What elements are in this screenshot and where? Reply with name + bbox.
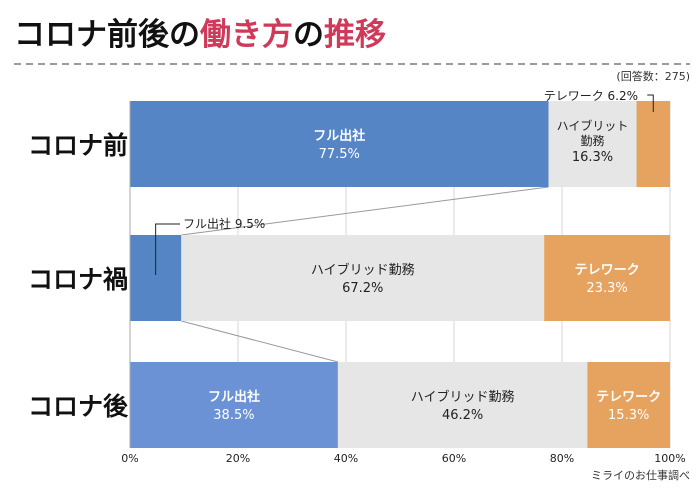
series-label: 勤務	[581, 134, 605, 148]
x-tick-label: 0%	[121, 452, 138, 465]
callout-leader	[155, 223, 180, 275]
title-part-3: の	[293, 17, 324, 53]
series-label: テレワーク	[596, 390, 661, 405]
connector-line	[181, 186, 549, 236]
data-label: 38.5%	[213, 408, 254, 423]
response-count-note: (回答数：275)	[616, 69, 690, 83]
data-label: 67.2%	[342, 281, 383, 296]
x-tick-label: 20%	[226, 452, 250, 465]
connectors	[181, 186, 549, 363]
callouts: テレワーク 6.2% フル出社 9.5%	[155, 89, 654, 275]
title-part-4: 推移	[324, 17, 386, 53]
callout-leader	[647, 94, 654, 112]
data-label: 23.3%	[586, 281, 627, 296]
bar-segment-hybrid	[548, 101, 637, 187]
category-label: コロナ後	[28, 392, 129, 421]
category-label: コロナ前	[28, 131, 128, 160]
connector-line	[181, 320, 339, 363]
bar-segment-telework	[587, 362, 670, 448]
data-label: 16.3%	[572, 150, 613, 165]
data-label: 46.2%	[442, 408, 483, 423]
series-label: ハイブリッド勤務	[311, 262, 415, 278]
data-label: 77.5%	[319, 147, 360, 162]
chart-title: コロナ前後の働き方の推移	[14, 17, 386, 53]
x-axis: 0% 20% 40% 60% 80% 100%	[121, 101, 686, 465]
bar-segment-fulltime	[130, 362, 338, 448]
series-label: ハイブリット	[557, 118, 629, 133]
data-label: 15.3%	[608, 408, 649, 423]
bar-segment-fulltime	[130, 101, 549, 187]
bar-segment-hybrid	[181, 235, 545, 321]
callout-label: テレワーク 6.2%	[544, 89, 638, 103]
bar-segment-telework	[544, 235, 670, 321]
bar-segment-telework	[636, 101, 670, 187]
series-label: フル出社	[208, 389, 260, 405]
callout-label: フル出社 9.5%	[183, 216, 265, 231]
series-label: ハイブリッド勤務	[411, 389, 515, 405]
source-note: ミライのお仕事調べ	[591, 468, 690, 482]
category-label: コロナ禍	[28, 265, 128, 294]
title-part-1: コロナ前後の	[14, 17, 200, 53]
x-tick-label: 40%	[334, 452, 358, 465]
title-part-2: 働き方	[200, 17, 293, 53]
x-tick-label: 60%	[442, 452, 466, 465]
bars	[130, 101, 670, 448]
x-tick-label: 100%	[654, 452, 685, 465]
series-label: フル出社	[313, 128, 365, 144]
x-tick-label: 80%	[550, 452, 574, 465]
series-label: テレワーク	[575, 263, 640, 278]
bar-segment-hybrid	[337, 362, 588, 448]
